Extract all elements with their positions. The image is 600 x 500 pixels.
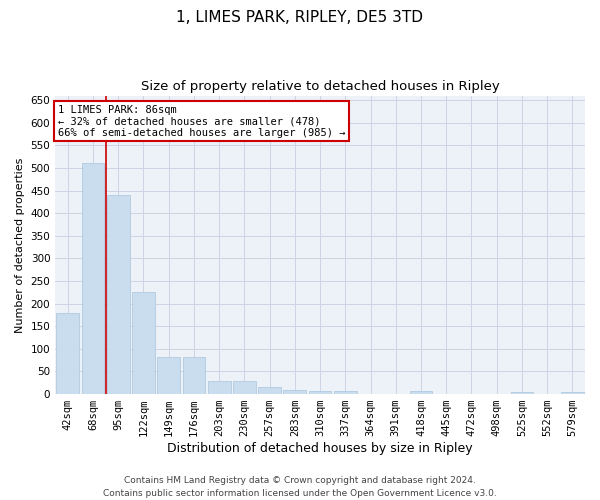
Bar	[132, 292, 155, 394]
X-axis label: Distribution of detached houses by size in Ripley: Distribution of detached houses by size …	[167, 442, 473, 455]
Bar	[410, 392, 433, 394]
Bar	[309, 391, 331, 394]
Bar	[157, 356, 180, 394]
Text: 1 LIMES PARK: 86sqm
← 32% of detached houses are smaller (478)
66% of semi-detac: 1 LIMES PARK: 86sqm ← 32% of detached ho…	[58, 104, 346, 138]
Bar	[82, 164, 104, 394]
Bar	[56, 312, 79, 394]
Bar	[107, 195, 130, 394]
Bar	[561, 392, 584, 394]
Bar	[233, 382, 256, 394]
Y-axis label: Number of detached properties: Number of detached properties	[15, 157, 25, 332]
Bar	[258, 388, 281, 394]
Bar	[334, 392, 356, 394]
Bar	[511, 392, 533, 394]
Bar	[283, 390, 306, 394]
Title: Size of property relative to detached houses in Ripley: Size of property relative to detached ho…	[141, 80, 499, 93]
Text: 1, LIMES PARK, RIPLEY, DE5 3TD: 1, LIMES PARK, RIPLEY, DE5 3TD	[176, 10, 424, 25]
Text: Contains HM Land Registry data © Crown copyright and database right 2024.
Contai: Contains HM Land Registry data © Crown c…	[103, 476, 497, 498]
Bar	[182, 356, 205, 394]
Bar	[208, 382, 230, 394]
